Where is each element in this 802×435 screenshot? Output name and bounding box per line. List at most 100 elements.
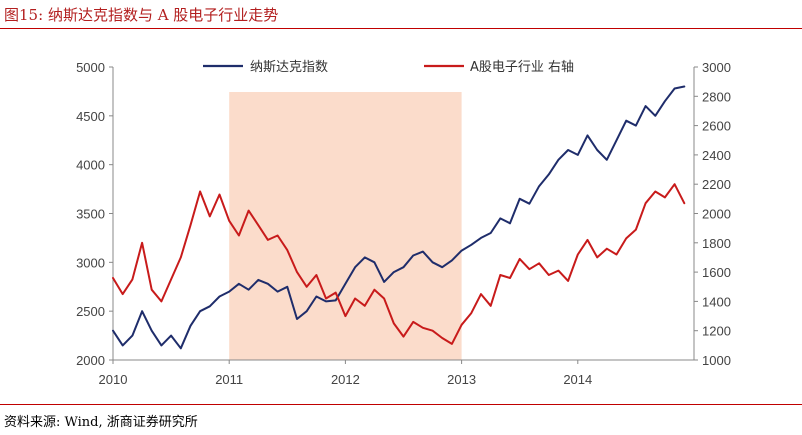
data-point (180, 347, 182, 349)
x-tick-label: 2013 (447, 372, 476, 387)
data-point (480, 237, 482, 239)
data-point (461, 324, 463, 326)
data-point (509, 222, 511, 224)
data-point (432, 261, 434, 263)
legend: 纳斯达克指数 A股电子行业 右轴 (203, 60, 574, 75)
data-point (199, 190, 201, 193)
data-point (577, 253, 579, 256)
data-point (538, 185, 540, 187)
data-point (306, 286, 308, 288)
data-point (567, 149, 569, 151)
data-point (141, 242, 143, 244)
data-point (596, 149, 598, 151)
data-point (160, 300, 162, 302)
data-point (402, 336, 405, 338)
data-point (441, 337, 443, 339)
data-point (422, 327, 424, 329)
data-point (412, 321, 414, 323)
data-point (567, 280, 569, 282)
data-point (344, 283, 346, 285)
y-right-tick-label: 2600 (702, 119, 731, 134)
y-left-tick-label: 4500 (76, 109, 105, 124)
y-right-tick-label: 2800 (702, 89, 731, 104)
data-point (248, 289, 250, 291)
data-point (218, 193, 221, 196)
data-point (383, 297, 385, 300)
data-point (364, 256, 366, 258)
data-point (112, 277, 114, 279)
data-point (557, 159, 560, 161)
y-left-tick-label: 3500 (76, 207, 105, 222)
data-point (189, 325, 192, 327)
figure-caption: 纳斯达克指数与 A 股电子行业走势 (47, 6, 279, 24)
series-layer (112, 85, 686, 350)
data-point (683, 85, 685, 88)
data-point (683, 202, 685, 204)
data-point (615, 139, 618, 141)
data-point (344, 315, 346, 317)
data-point (393, 322, 395, 324)
shaded-region (229, 92, 462, 360)
y-left-tick-label: 4000 (76, 158, 105, 173)
data-point (461, 250, 463, 252)
data-point (664, 196, 666, 198)
y-left-tick-label: 2500 (76, 304, 105, 319)
data-point (131, 335, 133, 337)
data-point (606, 248, 608, 250)
data-point (364, 305, 366, 307)
data-point (354, 266, 356, 268)
data-point (228, 220, 230, 222)
data-point (122, 293, 124, 295)
legend-label-nasdaq: 纳斯达克指数 (250, 60, 328, 75)
y-right-tick-label: 1600 (702, 265, 731, 280)
data-point (480, 293, 482, 295)
y-right-tick-label: 2200 (702, 177, 731, 192)
data-point (451, 343, 453, 345)
y-right-tick-label: 3000 (702, 60, 731, 75)
data-point (548, 274, 550, 276)
data-point (209, 305, 211, 307)
data-point (422, 251, 424, 253)
y-right-tick-label: 1000 (702, 353, 731, 368)
data-point (596, 256, 598, 258)
data-point (306, 310, 308, 312)
data-point (199, 310, 201, 312)
data-point (441, 266, 443, 268)
data-point (674, 183, 676, 185)
data-point (315, 274, 317, 276)
data-point (228, 291, 230, 293)
data-point (664, 100, 666, 102)
axes: 2000 2500 3000 3500 4000 4500 5000 1000 1200 1400… (76, 60, 731, 387)
figure-label: 图15: (4, 6, 44, 24)
data-point (674, 87, 676, 90)
data-point (296, 318, 298, 320)
data-point (238, 283, 240, 285)
data-point (451, 259, 453, 261)
data-point (112, 330, 114, 332)
data-point (393, 271, 395, 273)
figure-title: 图15: 纳斯达克指数与 A 股电子行业走势 (4, 4, 278, 25)
data-point (586, 239, 589, 241)
data-point (286, 249, 288, 251)
data-point (277, 291, 279, 293)
data-point (635, 229, 637, 231)
shaded-region-layer (229, 92, 462, 360)
data-point (170, 278, 172, 280)
data-point (209, 215, 211, 217)
series-line-nasdaq (112, 85, 686, 350)
x-tick-label: 2012 (331, 372, 360, 387)
data-point (635, 125, 637, 127)
data-point (189, 224, 192, 226)
data-point (335, 292, 337, 294)
y-right-tick-label: 1800 (702, 236, 731, 251)
data-point (654, 115, 656, 117)
y-left-tick-label: 5000 (76, 60, 105, 75)
data-point (218, 295, 221, 298)
data-point (354, 297, 356, 300)
data-point (625, 237, 627, 239)
data-point (315, 295, 317, 298)
x-tick-label: 2010 (99, 372, 128, 387)
data-point (151, 330, 153, 332)
y-left-tick-label: 2000 (76, 353, 105, 368)
data-point (373, 289, 375, 291)
